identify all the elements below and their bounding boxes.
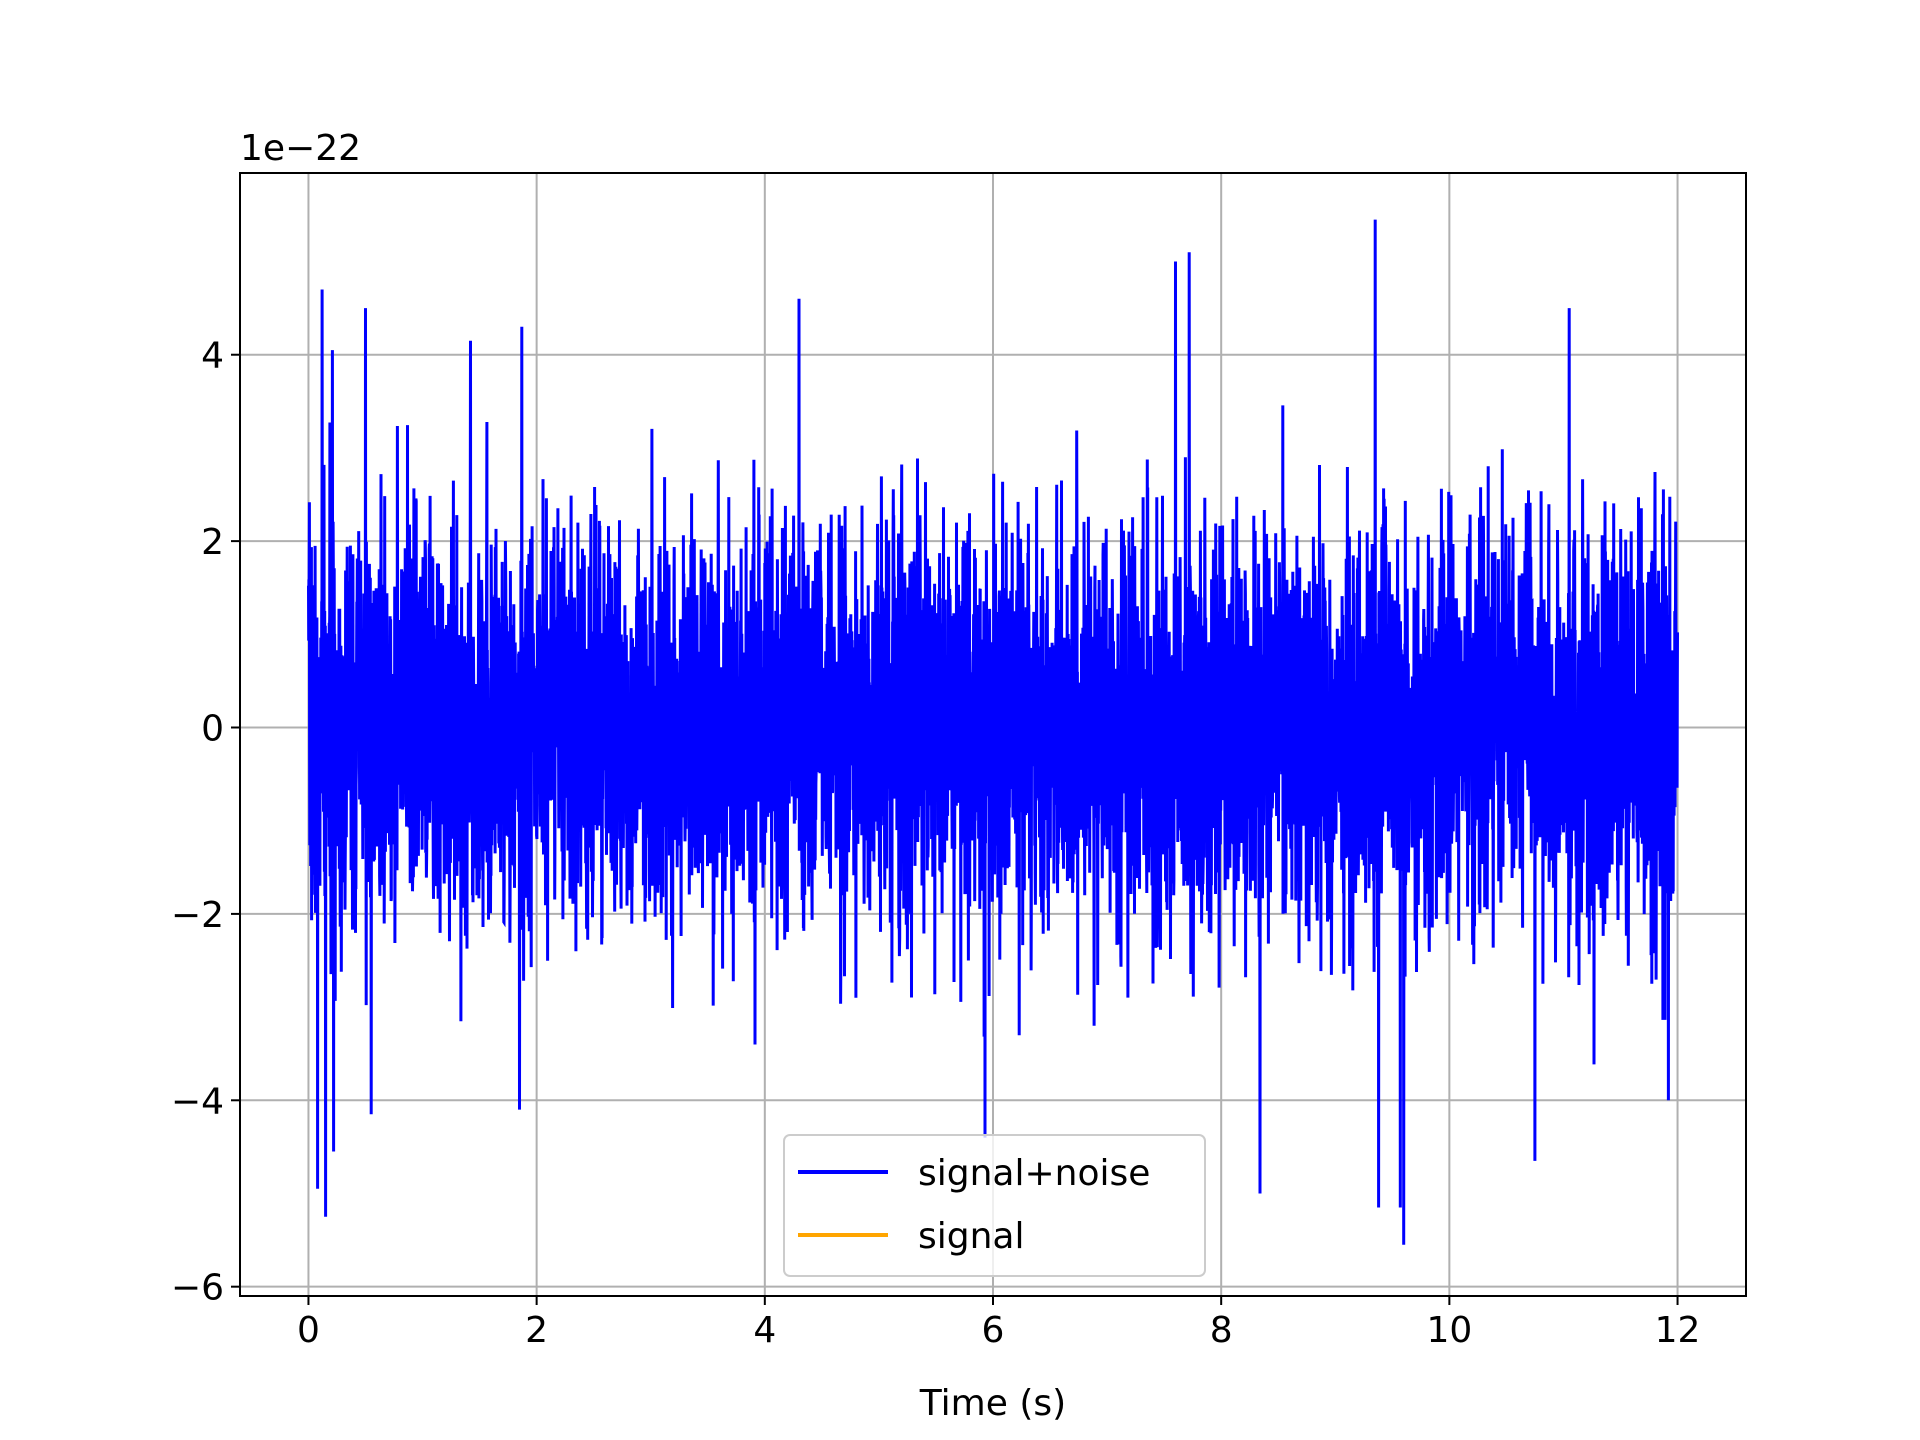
x-tick-label: 12: [1655, 1310, 1701, 1351]
y-tick-label: 4: [201, 336, 224, 377]
x-axis: 0 2 4 6 8 10 12: [297, 1296, 1700, 1351]
x-tick-label: 2: [525, 1310, 548, 1351]
plot-area: [307, 219, 1679, 1245]
y-tick-label: −6: [171, 1268, 224, 1309]
x-tick-label: 8: [1210, 1310, 1233, 1351]
series-line-signal-noise: [307, 219, 1679, 1245]
legend: signal+noise signal: [783, 1134, 1206, 1277]
x-tick-label: 6: [982, 1310, 1005, 1351]
legend-label-signal: signal: [918, 1216, 1025, 1257]
x-axis-label: Time (s): [919, 1383, 1066, 1424]
legend-label-signal-noise: signal+noise: [918, 1153, 1150, 1194]
y-axis: −6 −4 −2 0 2 4: [171, 336, 240, 1309]
y-tick-label: −4: [171, 1081, 224, 1122]
y-tick-label: 2: [201, 522, 224, 563]
y-offset-label: 1e−22: [240, 128, 361, 169]
y-tick-label: 0: [201, 709, 224, 750]
x-tick-label: 10: [1426, 1310, 1472, 1351]
x-tick-label: 4: [753, 1310, 776, 1351]
y-tick-label: −2: [171, 895, 224, 936]
x-tick-label: 0: [297, 1310, 320, 1351]
legend-box: [783, 1134, 1206, 1277]
